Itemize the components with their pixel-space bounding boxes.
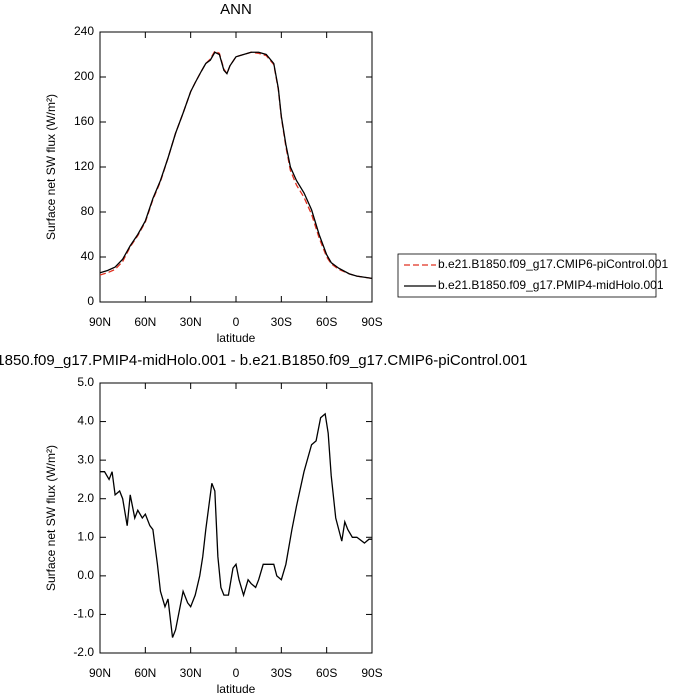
x-tick-label: 0 <box>233 315 240 329</box>
x-tick-label: 90S <box>361 666 382 680</box>
legend-label: b.e21.B1850.f09_g17.CMIP6-piControl.001 <box>438 257 668 271</box>
x-tick-label: 30S <box>271 666 292 680</box>
y-tick-label: -2.0 <box>73 645 94 659</box>
y-tick-label: 0 <box>87 294 94 308</box>
y-axis-label: Surface net SW flux (W/m²) <box>44 445 58 591</box>
x-axis-label: latitude <box>217 682 256 696</box>
data-line <box>100 51 372 280</box>
y-tick-label: 200 <box>74 69 94 83</box>
data-line <box>100 412 372 638</box>
y-tick-label: 160 <box>74 114 94 128</box>
y-tick-label: 1.0 <box>77 529 94 543</box>
y-tick-label: 120 <box>74 159 94 173</box>
x-tick-label: 90N <box>89 315 111 329</box>
x-tick-label: 30S <box>271 315 292 329</box>
y-tick-label: 0.0 <box>77 568 94 582</box>
x-axis-label: latitude <box>217 331 256 345</box>
x-tick-label: 30N <box>180 315 202 329</box>
y-tick-label: 4.0 <box>77 414 94 428</box>
x-tick-label: 90N <box>89 666 111 680</box>
y-tick-label: 5.0 <box>77 375 94 389</box>
plot-frame <box>99 382 373 654</box>
chart-title: ANN <box>220 1 252 18</box>
x-tick-label: 60S <box>316 666 337 680</box>
legend-frame <box>397 253 657 298</box>
y-tick-label: 240 <box>74 24 94 38</box>
x-tick-label: 30N <box>180 666 202 680</box>
y-tick-label: 80 <box>81 204 95 218</box>
x-tick-label: 0 <box>233 666 240 680</box>
y-tick-label: -1.0 <box>73 607 94 621</box>
y-tick-label: 3.0 <box>77 452 94 466</box>
x-tick-label: 90S <box>361 315 382 329</box>
chart-title: b.e21.B1850.f09_g17.PMIP4-midHolo.001 - … <box>0 352 527 369</box>
y-tick-label: 40 <box>81 249 95 263</box>
x-tick-label: 60N <box>134 666 156 680</box>
x-tick-label: 60S <box>316 315 337 329</box>
y-axis-label: Surface net SW flux (W/m²) <box>44 94 58 240</box>
y-tick-label: 2.0 <box>77 491 94 505</box>
x-tick-label: 60N <box>134 315 156 329</box>
data-line <box>100 50 372 280</box>
legend-label: b.e21.B1850.f09_g17.PMIP4-midHolo.001 <box>438 278 664 292</box>
